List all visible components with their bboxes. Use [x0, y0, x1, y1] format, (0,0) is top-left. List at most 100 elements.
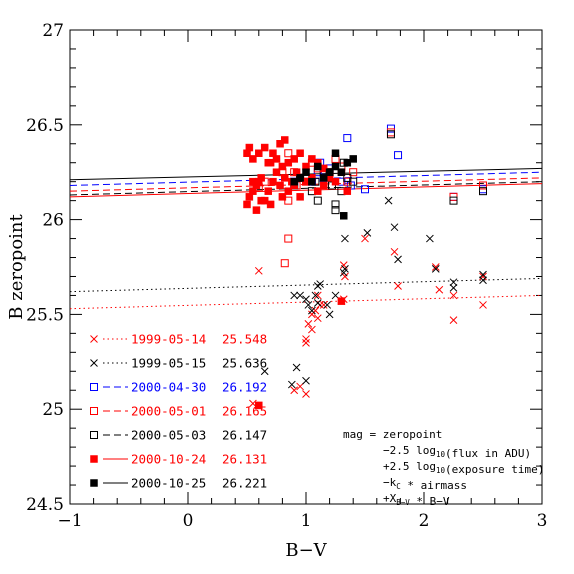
series-points [249, 234, 487, 408]
marker-stroke [479, 276, 487, 285]
data-point [479, 270, 487, 279]
data-point [302, 338, 310, 347]
data-point [257, 174, 265, 182]
formula-subscript: 10 [436, 450, 446, 459]
axis-tick-labels: −1 0 1 2 3 24.5 25 25.5 26 26.5 27 [26, 21, 547, 531]
formula-subscript: C [396, 482, 401, 491]
data-point [308, 155, 316, 163]
data-point [479, 276, 487, 285]
marker-stroke [249, 399, 257, 408]
formula-text-run: mag = zeropoint [343, 428, 442, 441]
legend-marker [90, 431, 98, 439]
data-point [276, 140, 284, 148]
data-point [313, 196, 322, 205]
y-tick-label: 27 [42, 21, 64, 41]
marker-stroke [311, 291, 320, 300]
formula-text-run: −2.5 log [383, 444, 436, 457]
marker-stroke [384, 196, 393, 205]
y-tick-label: 26.5 [26, 116, 64, 136]
data-point [341, 265, 349, 273]
formula-subscript: 10 [436, 466, 446, 475]
data-point [337, 297, 346, 305]
legend-series-name: 2000-05-01 [131, 404, 206, 419]
fit-line [70, 181, 542, 196]
marker-stroke [331, 291, 340, 300]
data-point [349, 168, 358, 177]
marker-stroke [319, 301, 328, 309]
x-tick-label: −1 [57, 511, 82, 531]
marker-stroke [313, 314, 322, 323]
legend-series-name: 2000-10-25 [131, 476, 206, 491]
data-point [331, 162, 340, 171]
data-point [284, 149, 293, 158]
data-point [302, 295, 310, 304]
marker-stroke [431, 265, 440, 273]
data-point [313, 299, 322, 307]
data-point [260, 367, 269, 376]
data-point [361, 234, 369, 243]
marker-stroke [302, 338, 310, 347]
data-point [361, 185, 369, 194]
data-point [290, 177, 298, 186]
marker-stroke [260, 367, 269, 376]
data-point [302, 376, 310, 385]
data-point [245, 143, 254, 152]
data-point [281, 174, 289, 182]
data-point [249, 177, 257, 186]
data-point [280, 259, 289, 268]
data-point [249, 155, 257, 163]
data-point [314, 162, 322, 171]
data-point [337, 168, 346, 176]
data-point [278, 193, 287, 201]
data-point [319, 174, 328, 182]
data-point [323, 301, 332, 309]
data-point [479, 181, 487, 190]
data-point [284, 234, 293, 243]
data-point [276, 181, 284, 190]
data-point [255, 401, 263, 410]
data-point [278, 162, 287, 171]
data-point [281, 136, 289, 144]
legend-zeropoint: 26.131 [222, 452, 267, 467]
fit-line [70, 277, 542, 293]
data-point [264, 158, 272, 167]
data-point [331, 177, 340, 186]
data-point [284, 187, 293, 195]
data-point [349, 155, 357, 163]
marker-stroke [302, 390, 310, 398]
marker-stroke [341, 265, 349, 273]
legend-series-name: 2000-04-30 [131, 380, 206, 395]
y-tick-label: 25 [42, 400, 64, 420]
data-point [269, 177, 277, 186]
y-tick-label: 25.5 [26, 305, 64, 325]
data-point [390, 247, 399, 256]
data-point [316, 280, 325, 288]
data-point [304, 320, 313, 328]
formula-text-run: (flux in ADU) [445, 447, 531, 460]
marker-stroke [90, 359, 98, 367]
marker-stroke [394, 282, 402, 290]
fit-line [70, 183, 542, 198]
marker-stroke [308, 325, 316, 334]
data-point [384, 196, 393, 205]
data-point [313, 314, 322, 323]
marker-stroke [302, 376, 310, 385]
data-point [290, 155, 298, 163]
marker-stroke [323, 301, 332, 309]
marker-stroke [313, 291, 322, 300]
formula-text-run: +X [383, 492, 397, 505]
data-point [308, 177, 316, 186]
data-point [325, 168, 334, 176]
marker-stroke [311, 306, 320, 315]
marker-stroke [449, 284, 458, 292]
legend-marker [90, 407, 98, 415]
formula-annotation: mag = zeropoint−2.5 log10(flux in ADU)+2… [343, 428, 544, 508]
marker-stroke [435, 285, 444, 294]
data-point [319, 181, 328, 190]
data-point [394, 282, 402, 290]
legend-zeropoint: 26.147 [222, 428, 267, 443]
data-point [431, 263, 440, 271]
x-tick-label: 1 [301, 511, 312, 531]
legend-zeropoint: 26.221 [222, 476, 267, 491]
formula-line: +2.5 log10(exposure time) [383, 460, 544, 476]
